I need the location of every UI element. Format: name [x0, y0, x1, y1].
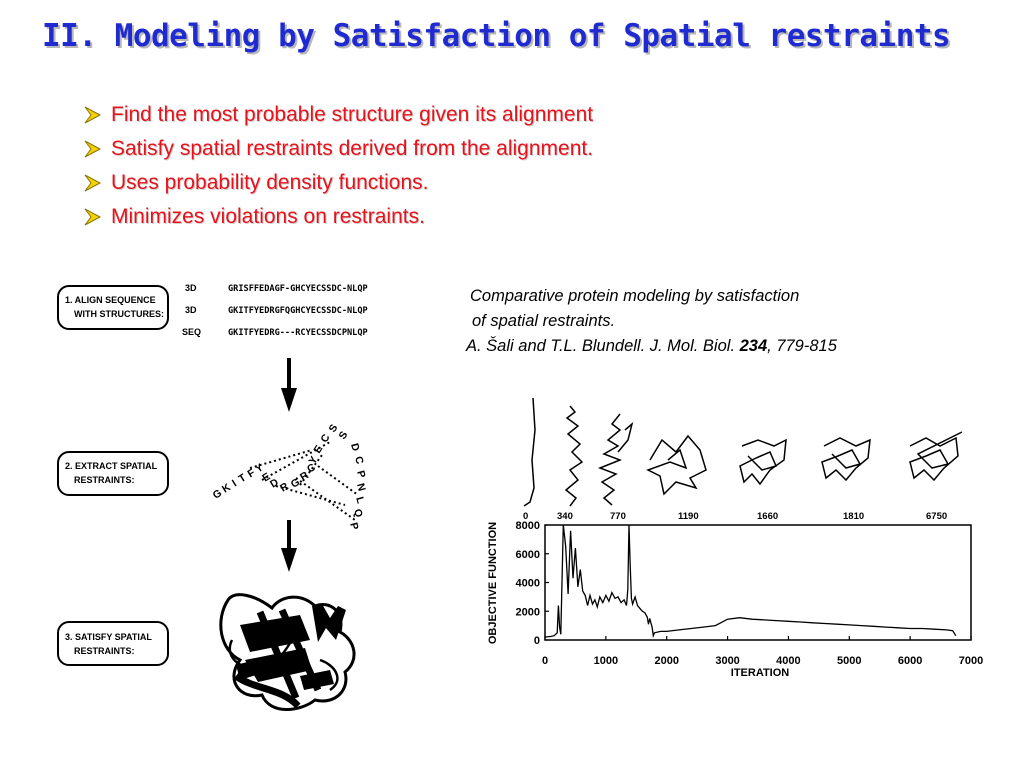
step-box-satisfy: 3. SATISFY SPATIAL RESTRAINTS: — [57, 621, 169, 666]
step-box-align: 1. ALIGN SEQUENCE WITH STRUCTURES: — [57, 285, 169, 330]
chart-x-tick-label: 2000 — [654, 655, 678, 667]
citation-volume: 234 — [739, 337, 768, 355]
restraint-residue-letter: N — [354, 482, 368, 492]
snapshot-iteration-label: 770 — [610, 511, 626, 522]
restraint-residue-letter: K — [220, 481, 233, 495]
restraint-residue-letter: C — [352, 455, 366, 466]
step-label-line: RESTRAINTS: — [74, 646, 135, 656]
chart-y-axis-label: OBJECTIVE FUNCTION — [487, 522, 499, 644]
bullet-text: Satisfy spatial restraints derived from … — [111, 137, 594, 160]
bullet-text: Uses probability density functions. — [111, 171, 429, 194]
snapshot-iteration-label: 0 — [523, 511, 528, 522]
down-arrow-icon — [281, 358, 297, 412]
chart-y-tick-label: 8000 — [516, 520, 540, 532]
citation-pages: , 779-815 — [767, 337, 837, 355]
snapshot-iteration-label: 1660 — [757, 511, 778, 522]
arrow-bullet-icon — [84, 106, 102, 124]
down-arrow-icon — [281, 520, 297, 572]
alignment-label: 3D — [185, 305, 197, 315]
snapshot-iteration-label: 1810 — [843, 511, 864, 522]
chart-x-tick-label: 3000 — [715, 655, 739, 667]
bullet-item: Minimizes violations on restraints. — [82, 200, 593, 234]
objective-function-chart: OBJECTIVE FUNCTION ITERATION 0 1000 2000 30… — [487, 520, 983, 679]
chart-x-tick-label: 0 — [542, 655, 548, 667]
chart-x-tick-label: 4000 — [776, 655, 800, 667]
citation-line-1: Comparative protein modeling by satisfac… — [470, 287, 800, 305]
bullet-item: Uses probability density functions. — [82, 166, 593, 200]
restraint-residue-letter: P — [347, 521, 360, 531]
restraint-residue-letter: C — [318, 432, 332, 445]
step-label-line: RESTRAINTS: — [74, 475, 135, 485]
chart-frame — [544, 524, 972, 641]
bullet-item: Satisfy spatial restraints derived from … — [82, 132, 593, 166]
arrow-bullet-icon — [84, 174, 102, 192]
citation: Comparative protein modeling by satisfac… — [466, 284, 837, 359]
slide-title: II. Modeling by Satisfaction of Spatial … — [42, 18, 951, 54]
step-label-line: 1. ALIGN SEQUENCE — [65, 295, 156, 305]
step-label-line: 2. EXTRACT SPATIAL — [65, 461, 158, 471]
step-label-line: WITH STRUCTURES: — [74, 309, 164, 319]
restraint-residue-letter: P — [354, 469, 367, 479]
restraint-residue-letter: L — [353, 496, 366, 506]
alignment-label: SEQ — [182, 327, 201, 337]
snapshot-iteration-label: 1190 — [678, 511, 699, 522]
citation-line-3: A. Šali and T.L. Blundell. J. Mol. Biol.… — [466, 334, 837, 359]
sequence-alignment: 3D GRISFFEDAGF-GHCYECSSDC-NLQP 3D GKITFY… — [182, 283, 368, 338]
bullet-list: Find the most probable structure given i… — [82, 98, 593, 234]
snapshot-structures — [523, 397, 963, 507]
citation-line-2: of spatial restraints. — [472, 312, 616, 330]
restraint-residue-letter: I — [230, 478, 239, 490]
restraint-residue-letter: S — [337, 429, 351, 441]
chart-y-tick-label: 2000 — [516, 606, 540, 618]
chart-x-tick-label: 7000 — [959, 655, 983, 667]
alignment-sequence: GRISFFEDAGF-GHCYECSSDC-NLQP — [228, 284, 368, 294]
bullet-text: Find the most probable structure given i… — [111, 103, 594, 126]
protein-structure-model — [219, 593, 356, 711]
citation-authors: A. Šali and T.L. Blundell. J. Mol. Biol. — [466, 337, 740, 355]
bullet-item: Find the most probable structure given i… — [82, 98, 593, 132]
alignment-sequence: GKITFYEDRG---RCYECSSDCPNLQP — [228, 328, 368, 338]
alignment-label: 3D — [185, 283, 197, 293]
restraint-residue-letter: D — [348, 442, 362, 453]
arrow-bullet-icon — [84, 140, 102, 158]
step-box-extract: 2. EXTRACT SPATIAL RESTRAINTS: — [57, 451, 169, 496]
arrow-bullet-icon — [84, 208, 102, 226]
chart-x-tick-label: 6000 — [898, 655, 922, 667]
chart-y-tick-label: 6000 — [516, 549, 540, 561]
bullet-text: Minimizes violations on restraints. — [111, 205, 425, 228]
chart-x-tick-label: 1000 — [594, 655, 618, 667]
snapshot-iteration-label: 6750 — [926, 511, 947, 522]
chart-series-line — [544, 524, 957, 639]
chart-y-tick-label: 0 — [534, 635, 540, 647]
snapshot-iteration-labels: 0 340 770 1190 1660 1810 6750 — [523, 511, 947, 522]
chart-x-tick-label: 5000 — [837, 655, 861, 667]
snapshot-iteration-label: 340 — [557, 511, 573, 522]
step-label-line: 3. SATISFY SPATIAL — [65, 632, 152, 642]
alignment-sequence: GKITFYEDRGFQGHCYECSSDC-NLQP — [228, 306, 368, 316]
chart-y-tick-label: 4000 — [516, 578, 540, 590]
restraint-residue-letter: Q — [351, 508, 365, 519]
chart-x-axis-label: ITERATION — [731, 667, 790, 679]
